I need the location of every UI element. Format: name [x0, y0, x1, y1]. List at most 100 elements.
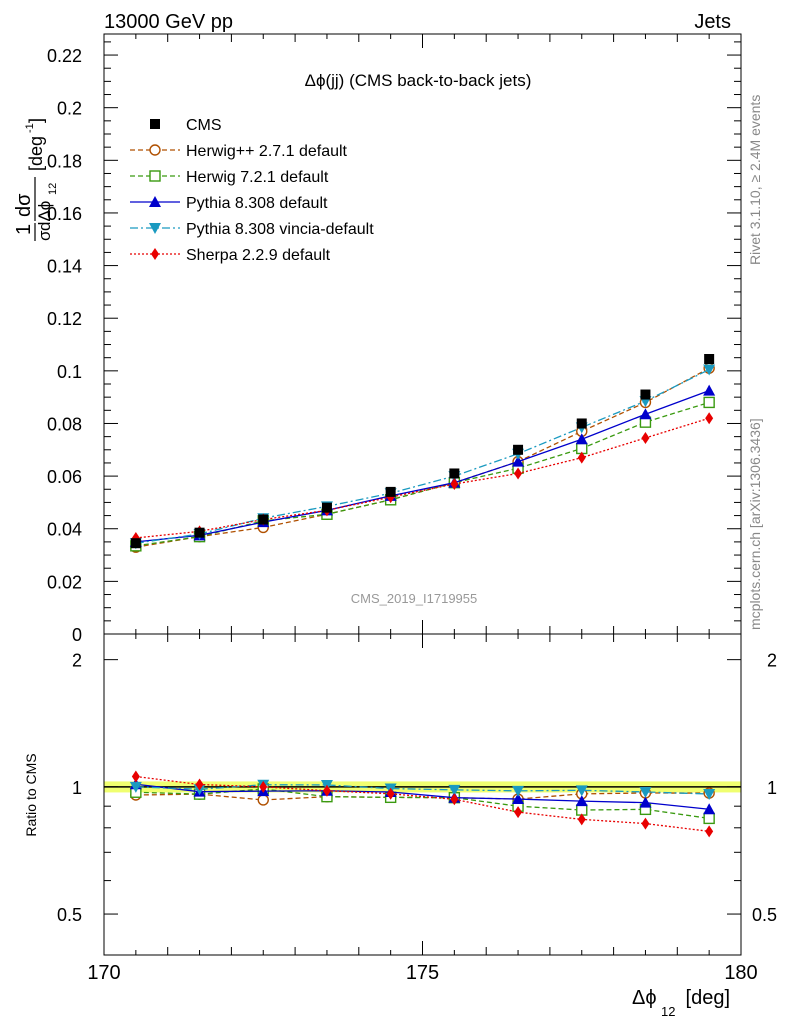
point-cms	[385, 486, 396, 497]
ratio-line-sherpa-2-2-9-default	[135, 775, 710, 832]
legend-label-pythia-8-308-vincia-default: Pythia 8.308 vincia-default	[186, 221, 374, 238]
ratio-point-pythia-8-308-default	[512, 793, 525, 805]
point-cms	[130, 538, 141, 549]
series-line-sherpa-2-2-9-default	[135, 417, 710, 539]
x-tick-label: 180	[724, 962, 757, 984]
series-line-pythia-8-308-default	[135, 389, 710, 543]
y-tick-label: 0.18	[47, 151, 82, 171]
ratio-y-tick-label: 2	[72, 651, 82, 671]
chart-title: Δϕ(jj) (CMS back-to-back jets)	[305, 71, 532, 90]
series-line-herwig-7-2-1-default	[135, 401, 710, 547]
y-tick-label: 0.04	[47, 520, 82, 540]
legend-label-herwig-2-7-1-default: Herwig++ 2.7.1 default	[186, 143, 348, 160]
legend-marker-sherpa-2-2-9-default	[151, 248, 159, 260]
ratio-point-sherpa-2-2-9-default	[386, 787, 395, 800]
point-pythia-8-308-vincia-default	[703, 364, 716, 376]
point-pythia-8-308-default	[512, 455, 525, 467]
ratio-point-herwig-2-7-1-default	[257, 794, 269, 806]
ratio-point-pythia-8-308-vincia-default	[129, 781, 142, 793]
point-cms	[513, 444, 524, 455]
xlabel-unit: [deg]	[680, 987, 730, 1009]
ratio-ylabel: Ratio to CMS	[23, 753, 39, 836]
watermark: CMS_2019_I1719955	[351, 591, 478, 606]
svg-text:-1: -1	[24, 123, 36, 133]
mcplots-label: mcplots.cern.ch [arXiv:1306.3436]	[747, 418, 763, 630]
y-tick-label: 0.14	[47, 257, 82, 277]
ratio-point-pythia-8-308-vincia-default	[575, 785, 588, 797]
point-cms	[194, 527, 205, 538]
ratio-line-herwig-7-2-1-default	[135, 788, 710, 820]
y-tick-label: 0.1	[57, 362, 82, 382]
ratio-point-sherpa-2-2-9-default	[514, 806, 523, 819]
xlabel-main: Δϕ	[632, 987, 657, 1009]
ratio-y-tick-label-right: 0.5	[752, 905, 777, 925]
svg-text:dΔϕ: dΔϕ	[35, 201, 54, 231]
point-pythia-8-308-default	[639, 408, 652, 420]
point-sherpa-2-2-9-default	[514, 467, 523, 480]
y-tick-label: 0	[72, 625, 82, 645]
point-cms	[258, 514, 269, 525]
legend-marker-herwig-7-2-1-default	[149, 170, 161, 182]
ratio-point-pythia-8-308-vincia-default	[703, 789, 716, 801]
ratio-point-pythia-8-308-vincia-default	[512, 785, 525, 797]
y-tick-label: 0.16	[47, 204, 82, 224]
ratio-line-herwig-2-7-1-default	[135, 792, 710, 801]
legend-marker-cms	[150, 119, 160, 129]
svg-text:σ: σ	[35, 230, 54, 241]
point-sherpa-2-2-9-default	[577, 451, 586, 464]
point-sherpa-2-2-9-default	[450, 478, 459, 490]
series-line-herwig-2-7-1-default	[135, 367, 710, 548]
ratio-point-sherpa-2-2-9-default	[131, 770, 140, 783]
legend-marker-pythia-8-308-vincia-default	[149, 223, 161, 234]
svg-text:[deg: [deg	[26, 136, 46, 171]
ratio-line-pythia-8-308-default	[135, 783, 710, 810]
point-cms	[640, 389, 651, 400]
x-tick-label: 170	[87, 962, 120, 984]
point-cms	[449, 468, 460, 479]
legend-label-herwig-7-2-1-default: Herwig 7.2.1 default	[186, 169, 329, 186]
svg-text:dσ: dσ	[13, 193, 35, 217]
ratio-point-sherpa-2-2-9-default	[577, 813, 586, 826]
xlabel-sub: 12	[661, 1004, 675, 1019]
point-herwig-7-2-1-default	[703, 396, 715, 409]
ratio-point-pythia-8-308-default	[703, 803, 716, 815]
y-tick-label: 0.08	[47, 414, 82, 434]
y-tick-label: 0.06	[47, 467, 82, 487]
rivet-label: Rivet 3.1.10, ≥ 2.4M events	[747, 95, 763, 265]
ratio-point-sherpa-2-2-9-default	[705, 825, 714, 838]
y-tick-label: 0.02	[47, 572, 82, 592]
svg-text:]: ]	[26, 118, 46, 123]
legend-label-cms: CMS	[186, 117, 222, 134]
ratio-point-herwig-7-2-1-default	[703, 812, 715, 825]
legend-label-sherpa-2-2-9-default: Sherpa 2.2.9 default	[186, 247, 331, 264]
ratio-point-sherpa-2-2-9-default	[259, 780, 268, 793]
ratio-point-sherpa-2-2-9-default	[195, 778, 204, 791]
point-cms	[576, 418, 587, 429]
ratio-y-tick-label-right: 2	[767, 651, 777, 671]
y-tick-label: 0.2	[57, 99, 82, 119]
legend-label-pythia-8-308-default: Pythia 8.308 default	[186, 195, 328, 212]
ratio-point-pythia-8-308-vincia-default	[448, 784, 461, 796]
point-cms	[321, 502, 332, 513]
ratio-point-pythia-8-308-default	[639, 796, 652, 808]
point-pythia-8-308-default	[703, 384, 716, 396]
header-left: 13000 GeV pp	[104, 11, 233, 33]
ratio-point-pythia-8-308-vincia-default	[639, 786, 652, 798]
legend-marker-pythia-8-308-default	[149, 196, 161, 207]
svg-text:12: 12	[47, 183, 59, 195]
point-sherpa-2-2-9-default	[705, 412, 714, 425]
point-pythia-8-308-default	[575, 433, 588, 445]
ratio-point-sherpa-2-2-9-default	[322, 784, 331, 797]
ratio-y-tick-label: 0.5	[57, 905, 82, 925]
svg-text:1: 1	[13, 224, 35, 235]
ratio-y-tick-label-right: 1	[767, 778, 777, 798]
main-ylabel: 1 σ dσ dΔϕ 12 [deg -1 ]	[13, 118, 59, 241]
x-tick-label: 175	[406, 962, 439, 984]
y-tick-label: 0.22	[47, 46, 82, 66]
series-line-pythia-8-308-vincia-default	[135, 368, 710, 544]
ratio-y-tick-label: 1	[72, 778, 82, 798]
y-tick-label: 0.12	[47, 309, 82, 329]
point-cms	[704, 354, 715, 364]
header-right: Jets	[694, 11, 731, 33]
